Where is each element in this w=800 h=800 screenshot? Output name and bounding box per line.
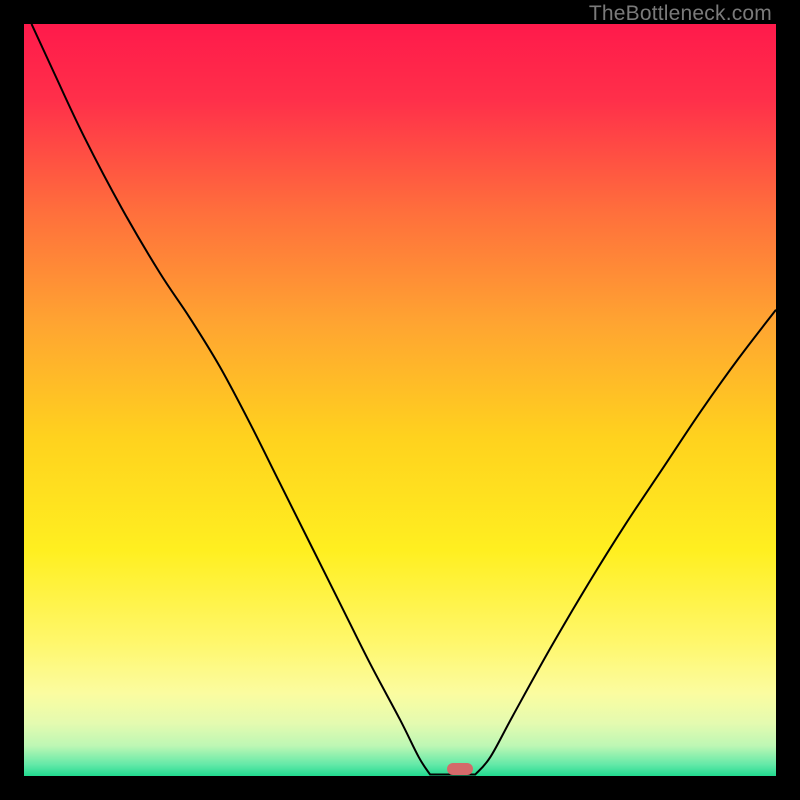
bottleneck-curve [24,24,776,776]
optimal-point-marker [447,763,473,775]
watermark-text: TheBottleneck.com [589,2,772,26]
bottleneck-chart [24,24,776,776]
